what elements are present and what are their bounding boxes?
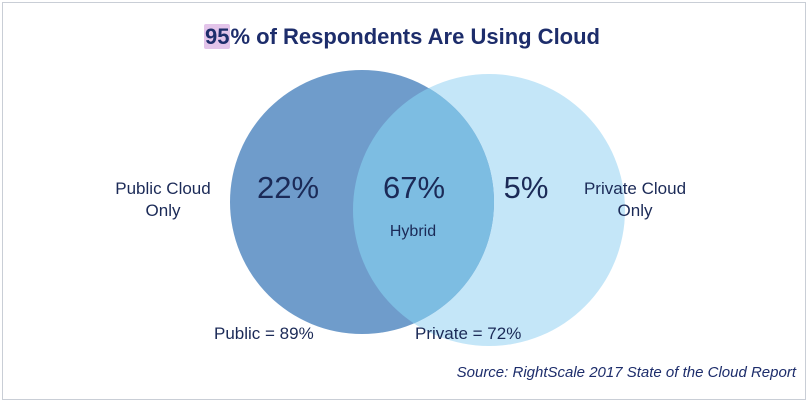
public-only-percent: 22% xyxy=(257,170,319,205)
private-cloud-only-line1: Private Cloud xyxy=(583,179,687,198)
public-cloud-only-line1: Public Cloud xyxy=(115,179,211,198)
private-total-label: Private = 72% xyxy=(415,324,522,343)
hybrid-overlap-region xyxy=(353,74,494,334)
private-cloud-only-line2: Only xyxy=(617,201,653,220)
source-citation: Source: RightScale 2017 State of the Clo… xyxy=(456,364,796,381)
public-cloud-only-line2: Only xyxy=(145,201,181,220)
private-cloud-only-label: Private Cloud Only xyxy=(572,178,698,222)
title-text: % of Respondents Are Using Cloud xyxy=(230,24,600,49)
private-only-percent: 5% xyxy=(504,170,549,205)
chart-title: 95% of Respondents Are Using Cloud xyxy=(0,24,804,50)
hybrid-percent: 67% xyxy=(383,170,445,205)
public-cloud-only-label: Public Cloud Only xyxy=(104,178,222,222)
title-highlight: 95 xyxy=(203,24,231,49)
hybrid-label: Hybrid xyxy=(390,223,436,240)
public-total-label: Public = 89% xyxy=(214,324,314,343)
